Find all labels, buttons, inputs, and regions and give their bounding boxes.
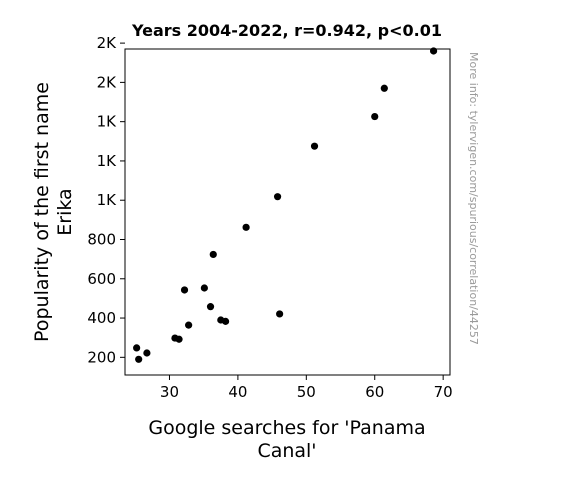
x-axis-label-line-1: Google searches for 'Panama [148,417,425,439]
y-tick-label: 200 [87,348,116,366]
data-point [242,223,250,231]
data-point [221,317,230,325]
data-point [180,286,189,294]
x-tick-label: 50 [297,383,316,401]
data-point [133,344,141,352]
data-point [276,310,284,318]
chart-title: Years 2004-2022, r=0.942, p<0.01 [131,21,442,40]
data-point [206,303,215,311]
data-point [209,250,217,259]
y-tick-label: 1K [97,191,118,209]
data-point [185,321,193,329]
y-tick-label: 1K [97,113,118,131]
data-point [175,335,183,343]
plot-area [124,48,451,376]
data-point [143,349,151,357]
x-axis-label-line-2: Canal' [257,440,316,462]
data-point [371,112,379,121]
y-tick-label: 1K [97,152,118,170]
y-tick-label: 2K [97,34,118,52]
y-tick-label: 2K [97,73,118,91]
data-point [380,84,388,92]
x-tick-label: 60 [365,383,384,401]
x-tick-label: 40 [228,383,247,401]
data-point [200,284,208,292]
y-tick-label: 400 [87,309,116,327]
data-point [135,355,143,363]
data-points [133,47,438,363]
data-point [310,142,319,150]
y-axis-label-line-1: Popularity of the first name [31,82,53,342]
y-tick-label: 600 [87,270,116,288]
data-point [429,47,438,55]
y-tick-label: 800 [87,230,116,248]
data-point [273,193,282,201]
y-axis-label-line-2: Erika [54,188,76,235]
x-axis: 30 40 50 60 70 [160,375,453,401]
y-axis: 200 400 600 800 1K 1K 1K 2K 2K [87,34,125,366]
x-tick-label: 30 [160,383,179,401]
watermark-text: More info: tylervigen.com/spurious/corre… [467,52,480,345]
x-tick-label: 70 [434,383,453,401]
